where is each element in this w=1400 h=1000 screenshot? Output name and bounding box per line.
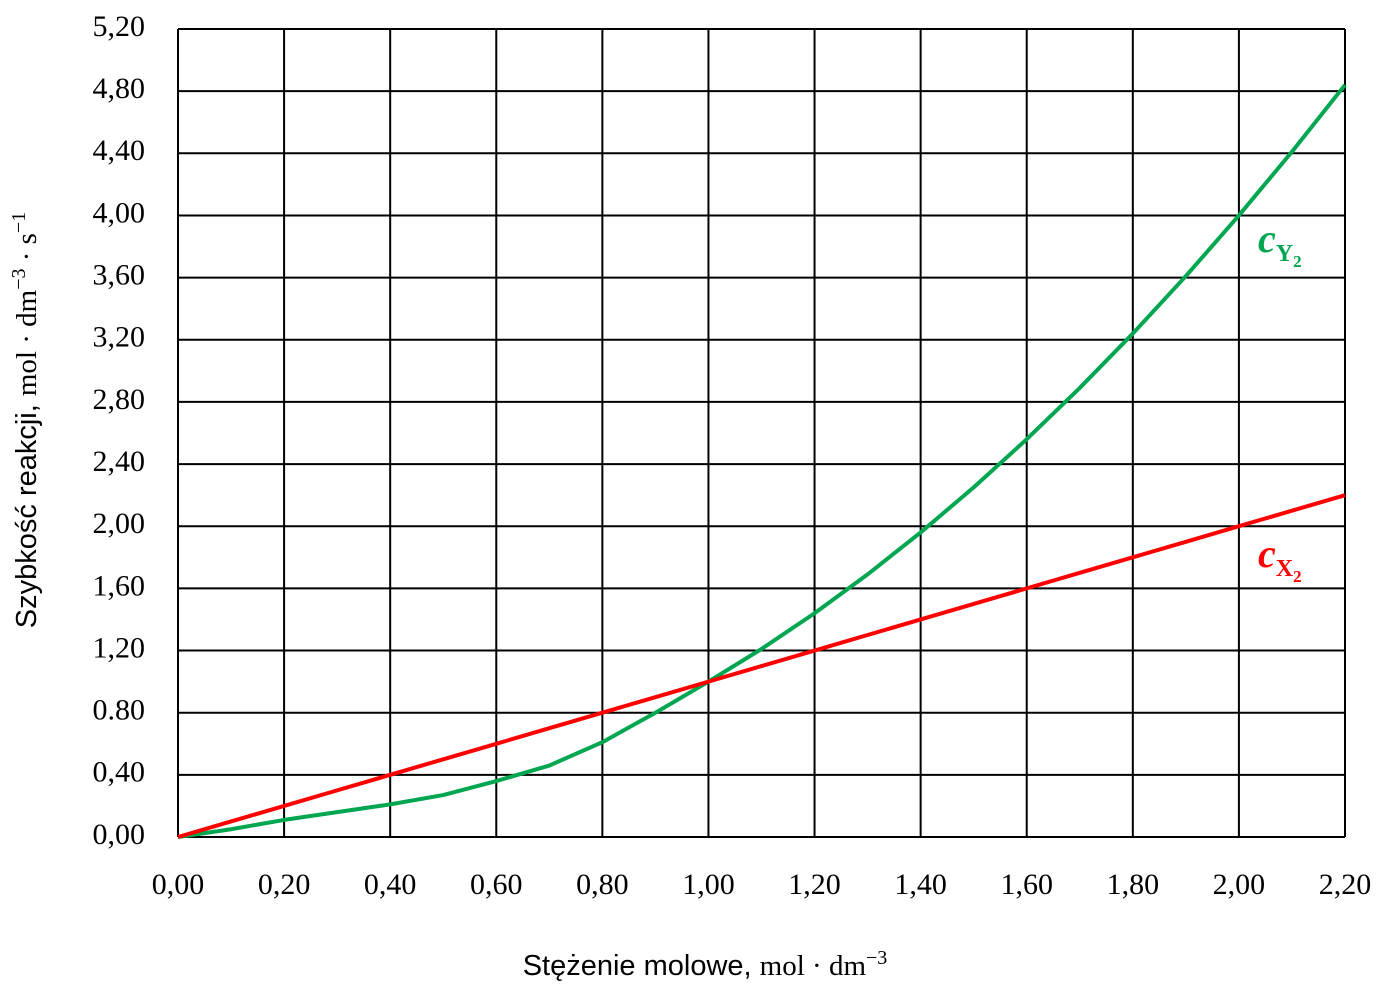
axis-title-part: mol · dm	[760, 950, 867, 982]
axis-title-part: −3	[866, 947, 887, 969]
legend-subsub: 2	[1293, 567, 1302, 586]
x-tick-label: 2,00	[1213, 868, 1266, 901]
y-tick-label: 2,40	[93, 445, 146, 478]
y-tick-label: 5,20	[93, 10, 146, 43]
legend-sub: X	[1276, 556, 1294, 582]
y-tick-label: 1,60	[93, 569, 146, 602]
x-tick-label: 0,60	[470, 868, 523, 901]
legend-subsub: 2	[1293, 252, 1302, 271]
x-axis-title: Stężenie molowe, mol · dm−3	[523, 947, 888, 982]
series-line	[177, 493, 1346, 839]
legend-sub: Y	[1276, 241, 1293, 267]
axis-title-part: · s	[11, 233, 43, 268]
axis-title-part: mol · dm	[11, 289, 43, 396]
y-axis-title: Szybkość reakcji, mol · dm−3 · s−1	[8, 212, 43, 628]
y-tick-label: 4,00	[93, 196, 146, 229]
x-tick-label: 0,80	[576, 868, 629, 901]
x-tick-label: 1,20	[788, 868, 841, 901]
x-tick-label: 1,00	[682, 868, 735, 901]
axis-title-part: Szybkość reakcji,	[11, 396, 43, 628]
y-tick-label: 2,00	[93, 507, 146, 540]
y-tick-label: 3,60	[93, 259, 146, 292]
y-tick-label: 3,20	[93, 321, 146, 354]
axis-title-part: −1	[8, 212, 30, 233]
y-tick-label: 0,00	[93, 818, 146, 851]
y-tick-label: 4,80	[93, 72, 146, 105]
x-tick-label: 1,60	[1000, 868, 1053, 901]
legend-label: cX2	[1258, 531, 1302, 586]
x-tick-label: 0,00	[152, 868, 205, 901]
y-tick-label: 4,40	[93, 134, 146, 167]
x-tick-label: 0,40	[364, 868, 417, 901]
legend-main: c	[1258, 216, 1276, 261]
x-tick-label: 1,80	[1107, 868, 1160, 901]
x-tick-label: 1,40	[894, 868, 947, 901]
y-tick-label: 1,20	[93, 631, 146, 664]
axis-title-part: Stężenie molowe,	[523, 950, 760, 982]
axis-title-part: −3	[8, 269, 30, 290]
y-tick-label: 0,40	[93, 756, 146, 789]
series-line	[177, 83, 1347, 839]
y-tick-label: 0.80	[93, 694, 146, 727]
legend-label: cY2	[1258, 216, 1302, 271]
legend-main: c	[1258, 531, 1276, 576]
y-tick-label: 2,80	[93, 383, 146, 416]
x-tick-label: 0,20	[258, 868, 311, 901]
x-tick-label: 2,20	[1319, 868, 1372, 901]
